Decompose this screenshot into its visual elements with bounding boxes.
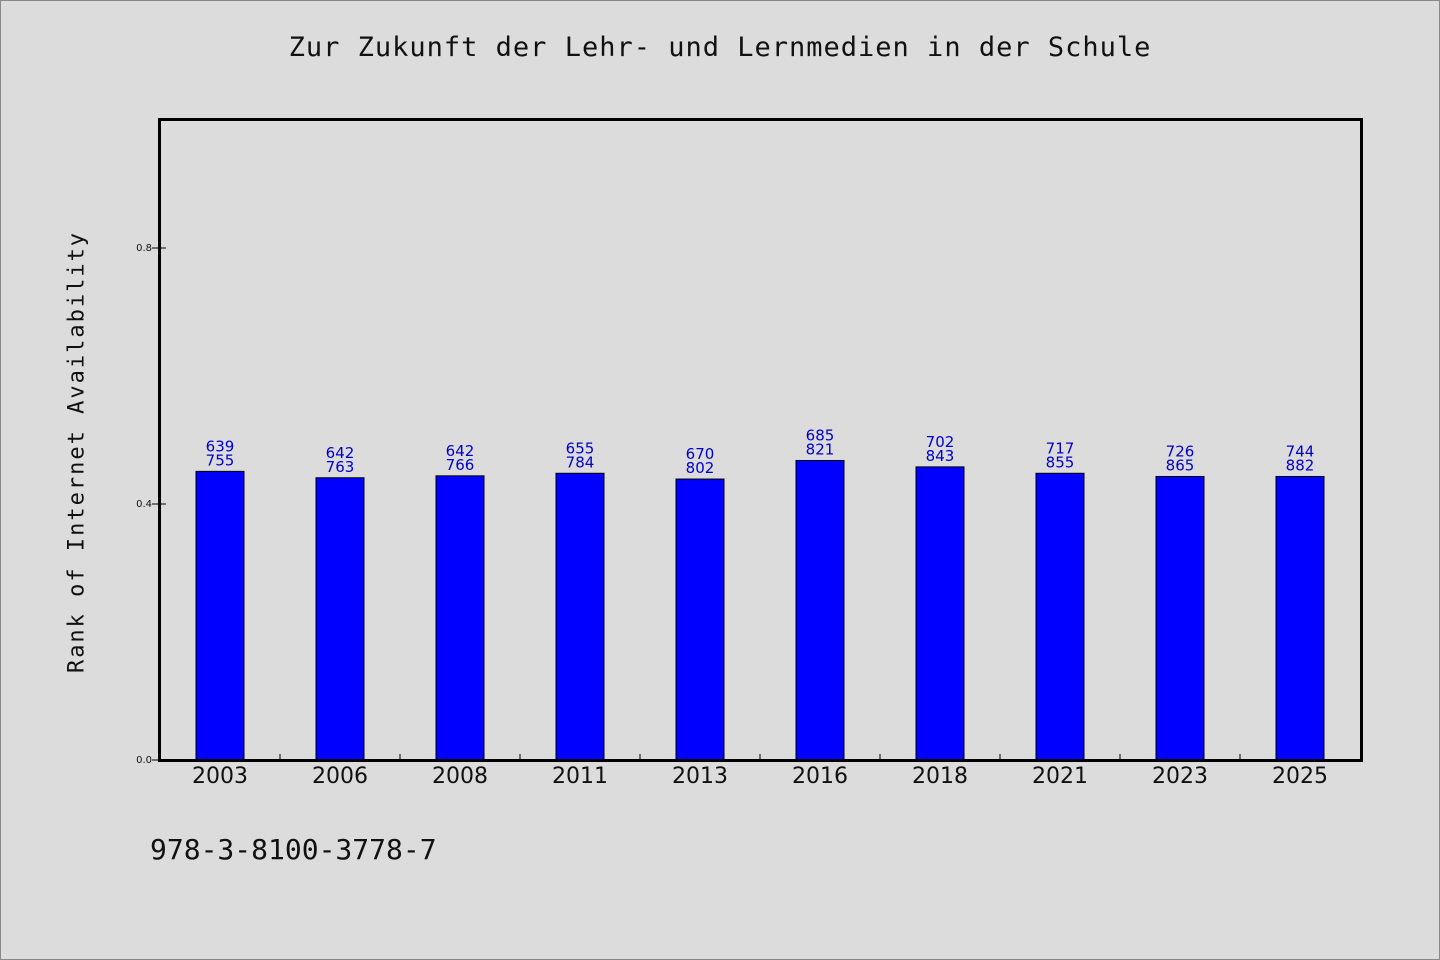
bar — [1275, 475, 1325, 761]
x-category-label: 2023 — [1152, 764, 1208, 789]
chart-title: Zur Zukunft der Lehr- und Lernmedien in … — [288, 32, 1152, 63]
bar — [1035, 472, 1085, 761]
y-tick-label: 0.0 — [136, 755, 152, 766]
bar-label-top: 670 — [686, 445, 715, 463]
bar-label-bottom: 882 — [1286, 456, 1315, 474]
bar-label-bottom: 855 — [1046, 453, 1075, 471]
bar-label-bottom: 784 — [566, 453, 595, 471]
bar-label-bottom: 755 — [206, 451, 235, 469]
x-category-label: 2025 — [1272, 764, 1328, 789]
bar-label-top: 744 — [1286, 442, 1315, 460]
bar-label-top: 642 — [446, 442, 475, 460]
x-category-label: 2016 — [792, 764, 848, 789]
x-category-label: 2021 — [1032, 764, 1088, 789]
bar — [1155, 475, 1205, 761]
bar — [435, 475, 485, 761]
bar — [315, 477, 365, 761]
x-category-label: 2011 — [552, 764, 608, 789]
x-category-label: 2008 — [432, 764, 488, 789]
x-category-label: 2018 — [912, 764, 968, 789]
bar-label-top: 702 — [926, 433, 955, 451]
bar-label-top: 642 — [326, 444, 355, 462]
bar-label-top: 726 — [1166, 442, 1195, 460]
y-tick-label: 0.4 — [136, 499, 152, 510]
y-tick-label: 0.8 — [136, 243, 152, 254]
bar-label-bottom: 865 — [1166, 456, 1195, 474]
bar-labels: 6397552003642763200664276620086557842011… — [192, 426, 1328, 789]
bar — [915, 466, 965, 761]
x-category-label: 2006 — [312, 764, 368, 789]
isbn-text: 978-3-8100-3778-7 — [150, 833, 437, 866]
bar-label-top: 685 — [806, 426, 835, 444]
bar-label-top: 655 — [566, 439, 595, 457]
x-category-label: 2003 — [192, 764, 248, 789]
bar — [795, 459, 845, 761]
bar — [555, 472, 605, 761]
plot-area-border — [158, 118, 1363, 762]
bar-label-bottom: 766 — [446, 456, 475, 474]
bars — [195, 459, 1325, 761]
bar-label-top: 717 — [1046, 439, 1075, 457]
bar-label-bottom: 843 — [926, 447, 955, 465]
bar-label-bottom: 821 — [806, 440, 835, 458]
x-category-label: 2013 — [672, 764, 728, 789]
bar-label-bottom: 763 — [326, 458, 355, 476]
bar-label-bottom: 802 — [686, 459, 715, 477]
bar — [195, 470, 245, 761]
bar-label-top: 639 — [206, 437, 235, 455]
bar — [675, 478, 725, 761]
